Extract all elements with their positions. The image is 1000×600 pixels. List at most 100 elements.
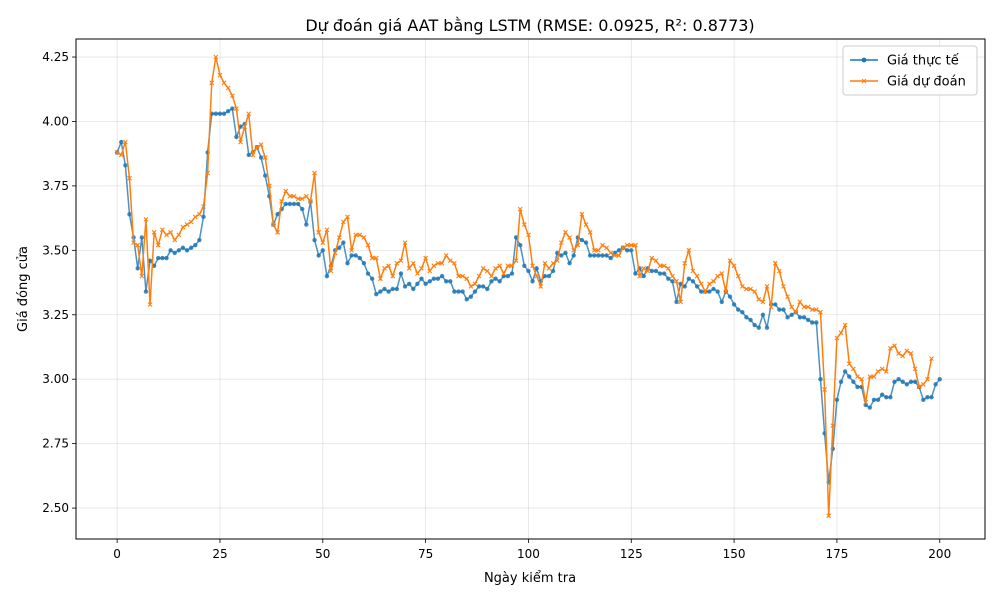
data-point (406, 265, 412, 271)
data-point (369, 255, 375, 261)
data-point (822, 387, 827, 392)
x-tick-label: 75 (418, 547, 433, 561)
ticks-layer: 0 25 50 75 100 125 150 175 200 2.50 2.75 3.00 3.25 3.… (42, 50, 951, 561)
data-point (234, 106, 239, 111)
x-tick-label: 150 (723, 547, 746, 561)
data-point (571, 253, 576, 258)
data-point (398, 271, 404, 276)
data-point (197, 211, 202, 217)
data-point (390, 273, 396, 279)
data-point (320, 248, 325, 253)
data-point (657, 263, 663, 269)
data-point (904, 382, 910, 387)
data-point (871, 374, 877, 380)
y-tick-label: 3.00 (42, 372, 69, 386)
data-point (666, 276, 671, 281)
data-point (781, 307, 786, 312)
data-point (484, 268, 490, 274)
y-tick-label: 3.50 (42, 243, 69, 257)
data-point (143, 217, 149, 222)
data-point (353, 232, 359, 238)
data-point (731, 263, 737, 269)
data-point (242, 124, 248, 130)
data-point (542, 273, 548, 279)
data-point (378, 289, 383, 294)
data-point (818, 377, 823, 382)
data-point (653, 258, 659, 264)
data-point (188, 219, 194, 225)
data-point (468, 294, 474, 299)
data-point (748, 317, 753, 323)
y-axis-label: Giá đóng cửa (16, 246, 31, 332)
legend-item-predicted: Giá dự đoán (850, 75, 966, 90)
data-point (225, 85, 231, 91)
data-point (213, 111, 219, 116)
data-point (748, 286, 753, 292)
data-point (530, 279, 535, 284)
data-point (595, 247, 601, 253)
data-point (896, 351, 902, 356)
data-point (390, 286, 395, 292)
y-tick-label: 4.00 (42, 114, 69, 128)
data-point (723, 289, 729, 294)
data-point (139, 235, 145, 240)
data-point (151, 229, 157, 235)
data-point (773, 302, 778, 307)
data-point (349, 247, 354, 253)
data-point (197, 237, 202, 243)
data-point (517, 206, 523, 212)
data-point (394, 286, 400, 292)
data-point (509, 271, 515, 276)
data-point (892, 343, 897, 349)
data-point (176, 232, 182, 238)
data-point (114, 150, 120, 155)
data-point (172, 250, 177, 256)
data-point (501, 271, 507, 276)
data-point (632, 242, 638, 248)
data-point (295, 201, 301, 207)
data-point (522, 263, 527, 268)
data-point (283, 188, 289, 194)
data-point (184, 222, 190, 227)
data-point (649, 268, 655, 274)
data-point (563, 250, 568, 256)
data-point (324, 227, 330, 233)
data-point (744, 315, 749, 320)
data-point (550, 268, 556, 274)
data-point (184, 248, 190, 253)
data-point (641, 265, 646, 271)
data-point (583, 240, 589, 245)
data-point (916, 384, 922, 390)
data-point (801, 304, 807, 310)
data-point (579, 237, 585, 243)
data-point (558, 240, 564, 245)
data-point (283, 201, 288, 207)
data-point (661, 263, 667, 269)
data-point (147, 302, 153, 307)
data-point (316, 253, 321, 258)
data-point (921, 397, 926, 403)
data-point (464, 297, 469, 302)
data-point (361, 235, 367, 240)
data-point (538, 284, 544, 289)
data-point (670, 273, 675, 279)
x-tick-label: 100 (517, 547, 540, 561)
data-point (460, 273, 466, 279)
data-point (258, 142, 264, 148)
data-point (797, 315, 803, 320)
data-point (468, 284, 474, 289)
data-point (855, 374, 860, 380)
data-point (929, 395, 934, 400)
data-point (431, 276, 437, 281)
data-point (164, 255, 169, 261)
data-point (546, 273, 552, 279)
data-point (892, 379, 897, 384)
data-point (628, 242, 634, 248)
data-point (731, 302, 737, 307)
data-point (168, 229, 173, 235)
data-point (785, 294, 790, 300)
data-point (830, 423, 836, 428)
data-point (707, 281, 712, 287)
data-point (229, 93, 235, 99)
data-point (336, 235, 342, 240)
